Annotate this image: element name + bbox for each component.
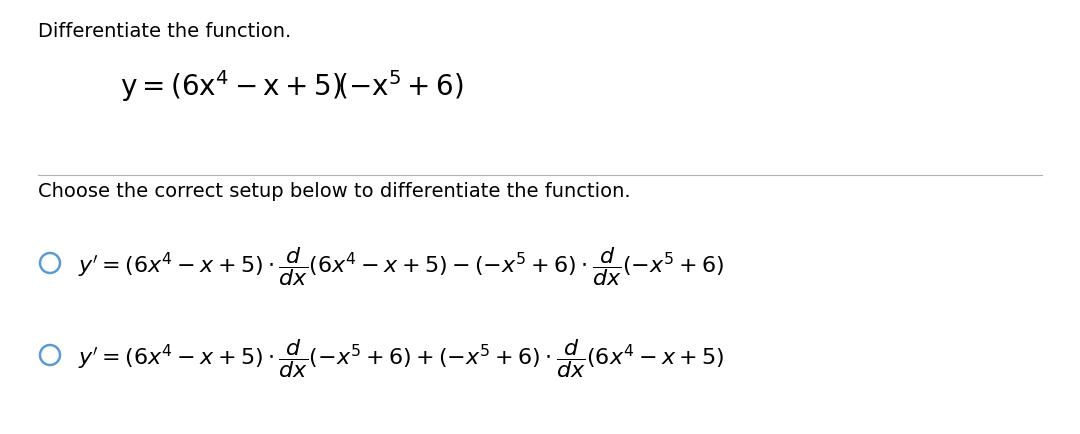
Text: Differentiate the function.: Differentiate the function.: [38, 22, 292, 41]
Text: $\mathregular{y = \left(6x^{4} - x + 5\right)\!\left(-x^{5} + 6\right)}$: $\mathregular{y = \left(6x^{4} - x + 5\r…: [120, 68, 463, 104]
Text: Choose the correct setup below to differentiate the function.: Choose the correct setup below to differ…: [38, 182, 631, 201]
Text: $y' = \left(6x^{4} - x + 5\right) \cdot \dfrac{d}{dx}\left(-x^{5} + 6\right) + \: $y' = \left(6x^{4} - x + 5\right) \cdot …: [78, 337, 725, 380]
Text: $y' = \left(6x^{4} - x + 5\right) \cdot \dfrac{d}{dx}\left(6x^{4} - x + 5\right): $y' = \left(6x^{4} - x + 5\right) \cdot …: [78, 245, 725, 288]
